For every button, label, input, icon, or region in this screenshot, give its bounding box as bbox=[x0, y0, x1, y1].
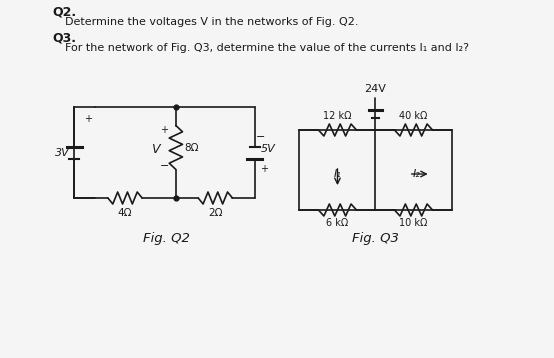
Text: 6 kΩ: 6 kΩ bbox=[326, 218, 348, 228]
Text: 5V: 5V bbox=[260, 144, 275, 154]
Text: +: + bbox=[161, 125, 168, 135]
Text: For the network of Fig. Q3, determine the value of the currents I₁ and I₂?: For the network of Fig. Q3, determine th… bbox=[65, 43, 469, 53]
Text: Fig. Q2: Fig. Q2 bbox=[143, 232, 190, 245]
Text: 3V: 3V bbox=[55, 147, 69, 158]
Text: Determine the voltages V in the networks of Fig. Q2.: Determine the voltages V in the networks… bbox=[65, 17, 358, 27]
Text: +: + bbox=[260, 164, 269, 174]
Text: 40 kΩ: 40 kΩ bbox=[399, 111, 428, 121]
Text: V: V bbox=[151, 143, 159, 156]
Text: 10 kΩ: 10 kΩ bbox=[399, 218, 428, 228]
Text: I₂: I₂ bbox=[413, 169, 420, 179]
Text: +: + bbox=[84, 114, 91, 124]
Text: Q3.: Q3. bbox=[52, 31, 76, 44]
Text: 24V: 24V bbox=[365, 84, 387, 94]
Text: I₁: I₁ bbox=[334, 169, 341, 179]
Text: Q2.: Q2. bbox=[52, 5, 76, 18]
Text: 12 kΩ: 12 kΩ bbox=[323, 111, 352, 121]
Text: Fig. Q3: Fig. Q3 bbox=[352, 232, 399, 245]
Text: −: − bbox=[256, 131, 265, 141]
Text: 2Ω: 2Ω bbox=[208, 208, 223, 218]
Text: 8Ω: 8Ω bbox=[184, 142, 199, 153]
Text: −: − bbox=[160, 160, 169, 170]
Text: 4Ω: 4Ω bbox=[118, 208, 132, 218]
